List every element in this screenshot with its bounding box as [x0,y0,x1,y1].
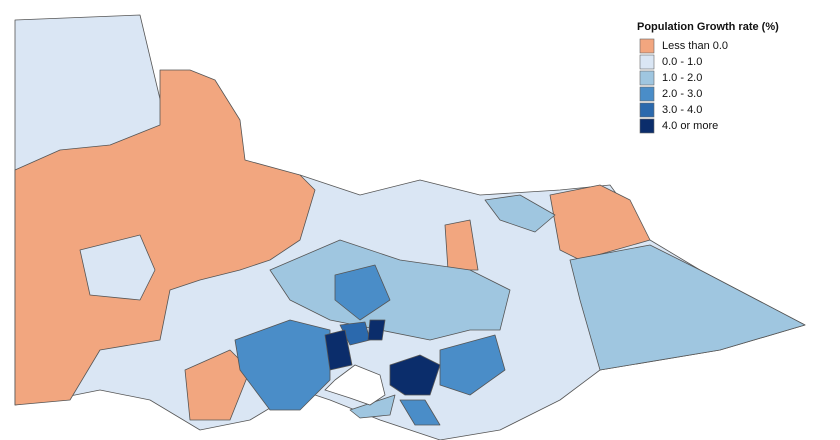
region [234,319,331,411]
legend-swatch [639,38,655,54]
port-phillip-bay [324,364,386,406]
legend: Less than 0.0 0.0 - 1.0 1.0 - 2.0 2.0 - 3.0… [639,38,728,134]
region [444,219,479,271]
legend-label: Less than 0.0 [662,40,728,52]
region [439,334,506,396]
legend-swatch [639,118,655,134]
region [79,234,156,301]
region [324,329,353,371]
legend-swatch [639,102,655,118]
legend-label: 1.0 - 2.0 [662,72,702,84]
region [389,354,441,396]
legend-label: 2.0 - 3.0 [662,88,702,100]
region [334,264,391,321]
legend-title: Population Growth rate (%) [637,21,779,33]
legend-swatch [639,70,655,86]
region [569,244,806,371]
regions [14,14,806,440]
region [269,239,511,341]
region [549,184,651,261]
legend-label: 0.0 - 1.0 [662,56,702,68]
region [184,349,251,421]
legend-swatch [639,54,655,70]
legend-swatch [639,86,655,102]
region [484,194,556,233]
legend-label: 4.0 or more [662,120,718,132]
region [367,319,386,341]
region [14,69,316,406]
legend-label: 3.0 - 4.0 [662,104,702,116]
region [349,394,396,419]
region [399,399,441,426]
